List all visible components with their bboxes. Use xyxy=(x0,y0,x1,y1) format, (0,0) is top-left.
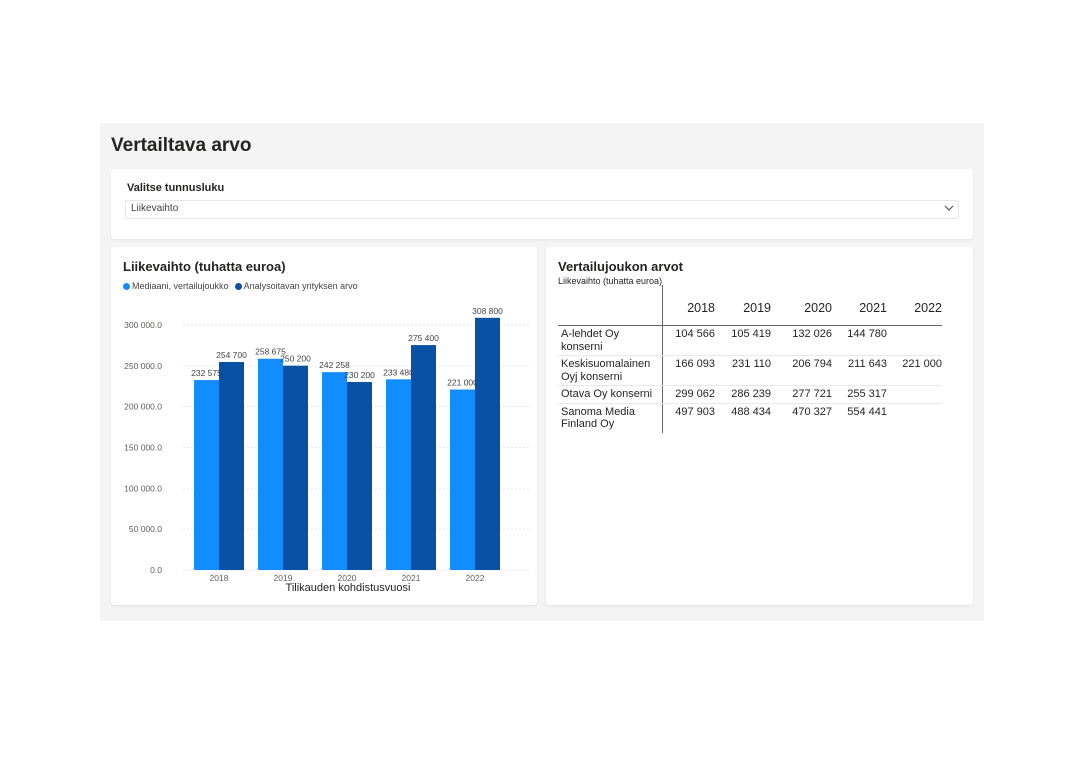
row-company-name: Sanoma Media Finland Oy xyxy=(558,403,663,433)
legend-label-median: Mediaani, vertailujoukko xyxy=(132,281,229,291)
table-cell: 231 110 xyxy=(715,355,771,386)
table-cell: 488 434 xyxy=(731,405,771,418)
bar-chart: 0.0 50 000.0 100 000.0 150 000.0 200 000.0 25… xyxy=(124,306,529,594)
table-cell: 132 026 xyxy=(771,325,832,356)
chart-bar[interactable] xyxy=(219,361,244,570)
table-subtitle: Liikevaihto (tuhatta euroa) xyxy=(558,276,663,286)
matrix-header-year[interactable]: 2019 xyxy=(715,285,771,326)
chart-bar[interactable] xyxy=(194,380,219,570)
table-row: Otava Oy konserni 299 062 286 239 277 72… xyxy=(558,385,942,404)
comparison-matrix: 2018 2019 2020 2021 2022 A-lehdet Oy kon… xyxy=(558,285,942,433)
data-label: 221 000 xyxy=(447,378,478,388)
data-label: 308 800 xyxy=(472,306,503,316)
data-label: 233 480 xyxy=(383,367,414,377)
table-cell xyxy=(887,403,942,433)
y-tick-label: 300 000.0 xyxy=(124,320,162,330)
table-row: Sanoma Media Finland Oy 497 903 488 434 … xyxy=(558,403,942,433)
x-tick-label: 2022 xyxy=(466,573,485,583)
chart-bar[interactable] xyxy=(475,317,500,570)
table-cell: 554 441 xyxy=(847,405,887,418)
data-label: 232 575 xyxy=(191,368,222,378)
table-cell xyxy=(887,385,942,404)
x-tick-label: 2020 xyxy=(338,573,357,583)
table-cell: 166 093 xyxy=(662,355,715,386)
y-tick-label: 200 000.0 xyxy=(124,402,162,412)
chart-bar[interactable] xyxy=(258,358,283,570)
data-label: 250 200 xyxy=(280,354,311,364)
table-cell: 277 721 xyxy=(771,385,832,404)
table-cell: 497 903 xyxy=(675,405,715,418)
matrix-header-year[interactable]: 2020 xyxy=(771,285,832,326)
chart-bar[interactable] xyxy=(283,365,308,570)
chart-bar[interactable] xyxy=(386,379,411,570)
legend-item-company[interactable]: Analysoitavan yrityksen arvo xyxy=(234,281,358,291)
x-axis-title: Tilikauden kohdistusvuosi xyxy=(286,582,411,594)
chart-legend: Mediaani, vertailujoukko Analysoitavan y… xyxy=(123,281,358,291)
x-tick-label: 2019 xyxy=(274,573,293,583)
table-cell: 221 000 xyxy=(887,355,942,386)
legend-label-company: Analysoitavan yrityksen arvo xyxy=(243,281,358,291)
data-label: 275 400 xyxy=(408,333,439,343)
table-cell xyxy=(887,325,942,356)
data-label: 242 258 xyxy=(319,360,350,370)
chart-title: Liikevaihto (tuhatta euroa) xyxy=(123,259,286,274)
y-tick-label: 0.0 xyxy=(150,565,162,575)
table-cell: 255 317 xyxy=(832,385,887,404)
y-tick-label: 150 000.0 xyxy=(124,443,162,453)
metric-dropdown-value: Liikevaihto xyxy=(131,203,179,214)
table-cell: 211 643 xyxy=(832,355,887,386)
legend-dot-company xyxy=(234,282,242,290)
chart-bar[interactable] xyxy=(411,345,436,570)
y-tick-label: 100 000.0 xyxy=(124,483,162,493)
y-tick-label: 250 000.0 xyxy=(124,361,162,371)
row-company-name: Otava Oy konserni xyxy=(558,385,663,404)
data-label: 254 700 xyxy=(216,350,247,360)
table-cell: 105 419 xyxy=(715,325,771,356)
chevron-down-icon[interactable] xyxy=(943,202,955,214)
chart-bar[interactable] xyxy=(347,382,372,570)
x-tick-label: 2021 xyxy=(402,573,421,583)
slicer-card: Valitse tunnusluku Liikevaihto xyxy=(111,169,973,239)
metric-dropdown[interactable]: Liikevaihto xyxy=(125,200,959,219)
matrix-header-year[interactable]: 2022 xyxy=(887,285,942,326)
table-cell: 104 566 xyxy=(662,325,715,356)
x-tick-label: 2018 xyxy=(210,573,229,583)
bar-chart-card: 0.0 50 000.0 100 000.0 150 000.0 200 000.0 25… xyxy=(111,247,537,605)
legend-item-median[interactable]: Mediaani, vertailujoukko xyxy=(123,281,229,291)
matrix-header-row: 2018 2019 2020 2021 2022 xyxy=(558,285,942,326)
legend-dot-median xyxy=(123,282,130,290)
chart-bar[interactable] xyxy=(322,372,347,570)
chart-bar[interactable] xyxy=(450,389,475,570)
table-cell: 470 327 xyxy=(792,405,832,418)
matrix-header-company xyxy=(558,285,663,326)
matrix-header-year[interactable]: 2018 xyxy=(662,285,715,326)
table-cell: 286 239 xyxy=(715,385,771,404)
row-company-name: A-lehdet Oy konserni xyxy=(558,325,663,356)
data-label: 230 200 xyxy=(344,370,375,380)
slicer-label: Valitse tunnusluku xyxy=(127,182,225,194)
page-title: Vertailtava arvo xyxy=(111,135,252,156)
data-label: 258 675 xyxy=(255,347,286,357)
table-row: Keskisuomalainen Oyj konserni 166 093 23… xyxy=(558,355,942,386)
table-row: A-lehdet Oy konserni 104 566 105 419 132… xyxy=(558,325,942,356)
report-canvas: Vertailtava arvo Valitse tunnusluku Liik… xyxy=(100,123,984,621)
table-cell: 299 062 xyxy=(662,385,715,404)
table-cell: 144 780 xyxy=(832,325,887,356)
comparison-table-card: Vertailujoukon arvot Liikevaihto (tuhatt… xyxy=(546,247,973,605)
table-title: Vertailujoukon arvot xyxy=(558,259,683,274)
row-company-name: Keskisuomalainen Oyj konserni xyxy=(558,355,663,386)
y-tick-label: 50 000.0 xyxy=(129,524,162,534)
matrix-header-year[interactable]: 2021 xyxy=(832,285,887,326)
table-cell: 206 794 xyxy=(771,355,832,386)
